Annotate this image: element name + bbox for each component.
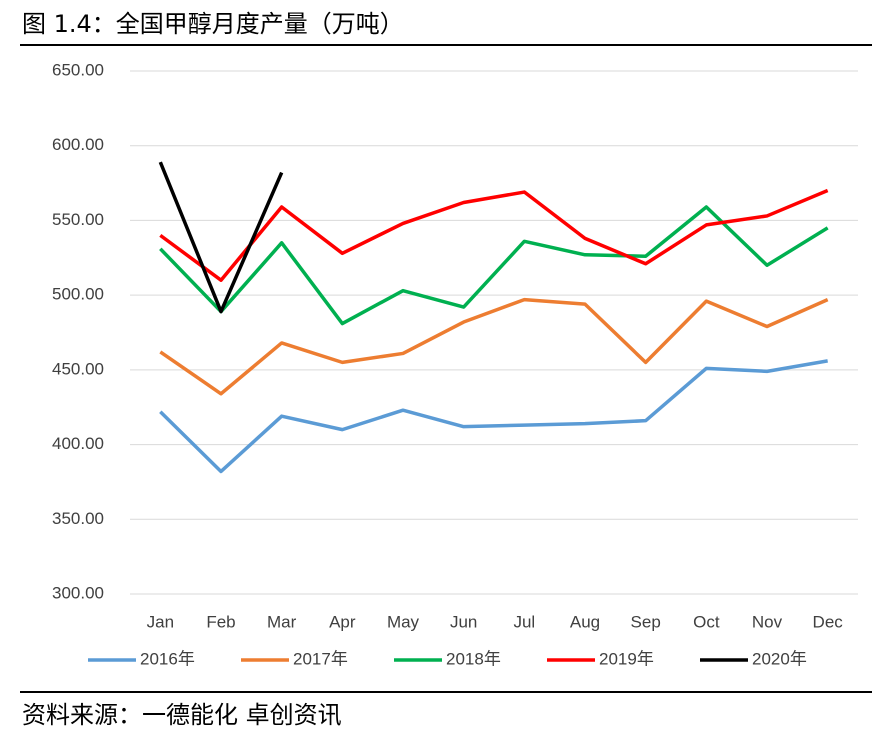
y-tick-label: 400.00 bbox=[52, 434, 104, 453]
series-line bbox=[159, 359, 828, 474]
y-tick-label: 450.00 bbox=[52, 359, 104, 378]
x-tick-label: Jul bbox=[513, 612, 535, 631]
series-line bbox=[159, 297, 829, 396]
x-tick-label: Feb bbox=[206, 612, 235, 631]
x-tick-label: Jun bbox=[450, 612, 477, 631]
legend-label: 2020年 bbox=[752, 649, 807, 668]
legend-label: 2018年 bbox=[446, 649, 501, 668]
y-tick-label: 500.00 bbox=[52, 285, 104, 304]
x-tick-label: Dec bbox=[813, 612, 844, 631]
x-tick-label: Apr bbox=[329, 612, 356, 631]
x-tick-label: Sep bbox=[631, 612, 661, 631]
x-tick-label: Jan bbox=[147, 612, 174, 631]
y-tick-label: 600.00 bbox=[52, 135, 104, 154]
x-tick-label: Mar bbox=[267, 612, 297, 631]
y-tick-label: 300.00 bbox=[52, 583, 104, 602]
series-line bbox=[159, 188, 829, 282]
chart-title: 图 1.4：全国甲醇月度产量（万吨） bbox=[22, 10, 404, 38]
series-line bbox=[159, 205, 829, 326]
series-line bbox=[158, 161, 284, 314]
legend-label: 2019年 bbox=[599, 649, 654, 668]
x-tick-label: Oct bbox=[693, 612, 720, 631]
y-tick-label: 650.00 bbox=[52, 60, 104, 79]
x-tick-label: Nov bbox=[752, 612, 783, 631]
legend-label: 2017年 bbox=[293, 649, 348, 668]
x-tick-label: Aug bbox=[570, 612, 600, 631]
x-tick-label: May bbox=[387, 612, 420, 631]
source: 资料来源：一德能化 卓创资讯 bbox=[22, 701, 342, 729]
y-tick-label: 350.00 bbox=[52, 509, 104, 528]
legend-label: 2016年 bbox=[140, 649, 195, 668]
y-tick-label: 550.00 bbox=[52, 210, 104, 229]
